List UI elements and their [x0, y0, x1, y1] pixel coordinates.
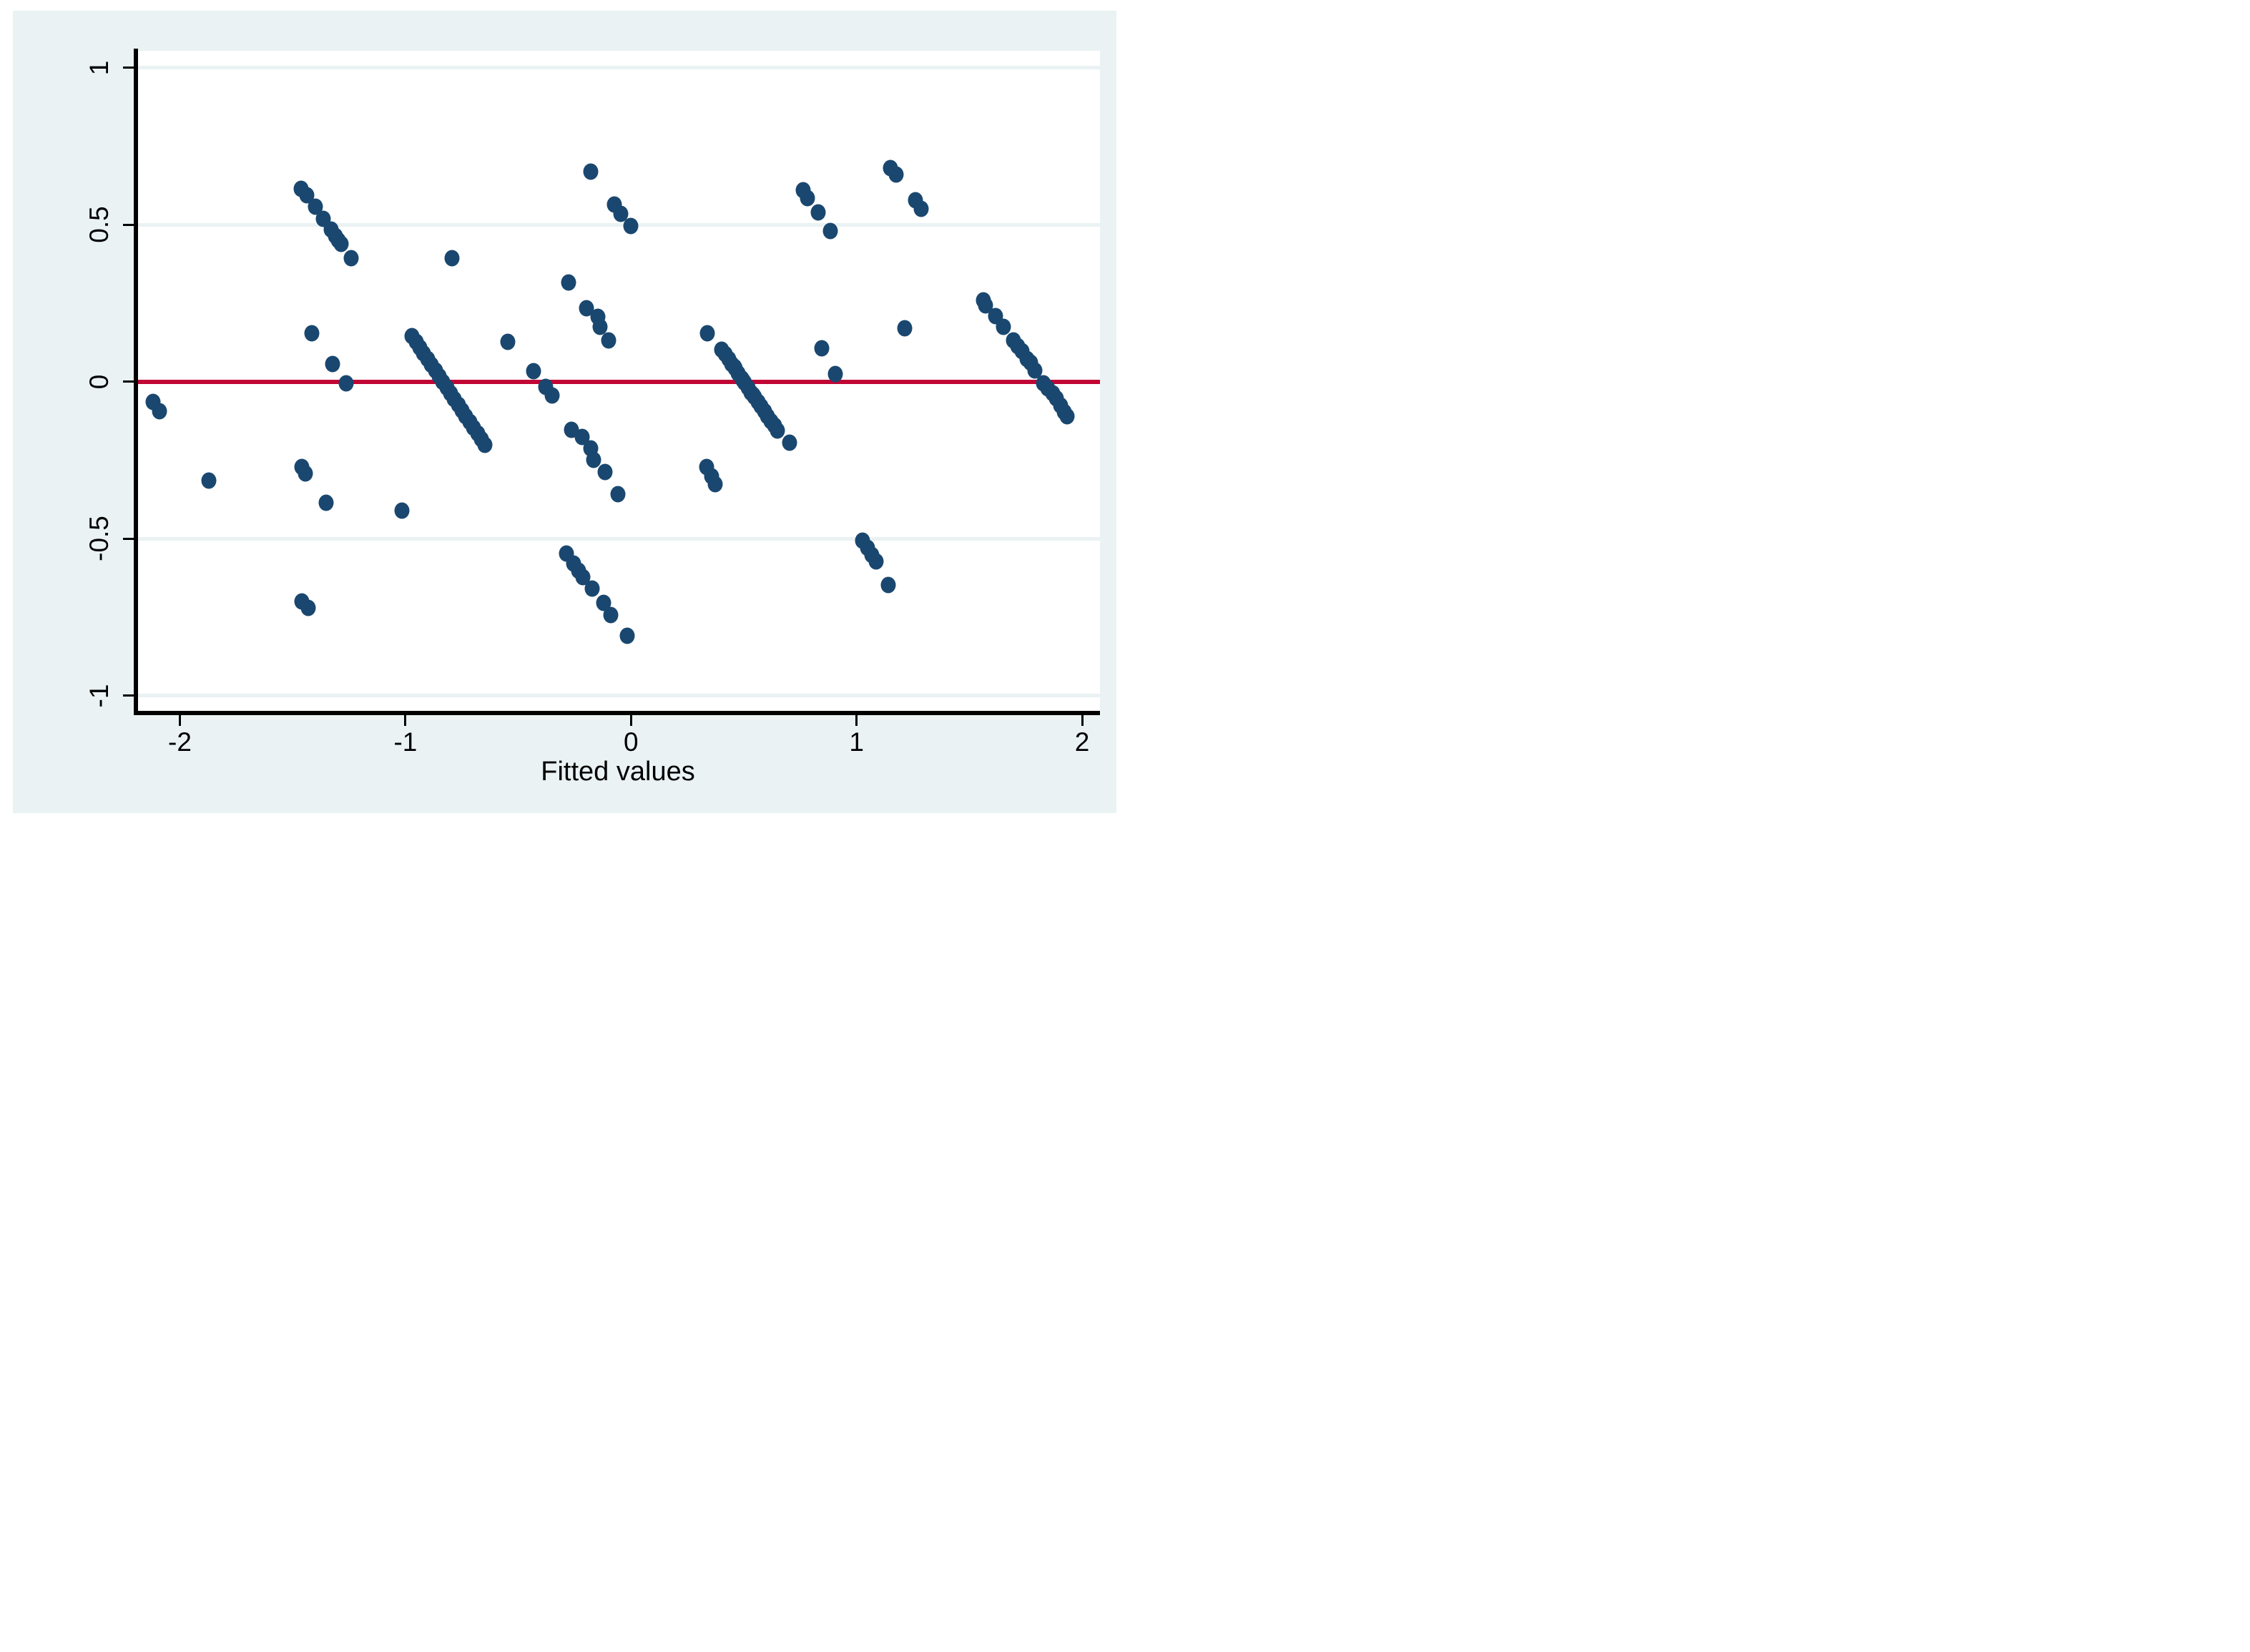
scatter-point [561, 274, 576, 291]
y-tick [123, 537, 134, 540]
scatter-point [586, 451, 601, 468]
scatter-point [544, 387, 560, 404]
scatter-point [782, 434, 797, 451]
scatter-point [888, 166, 904, 183]
y-tick [123, 380, 134, 383]
x-tick-label: -1 [393, 727, 418, 757]
scatter-point [707, 476, 723, 493]
y-gridline [136, 66, 1100, 70]
x-tick [629, 715, 632, 726]
scatter-point [603, 606, 619, 624]
scatter-point [201, 472, 217, 489]
scatter-point [827, 365, 843, 383]
scatter-point [592, 318, 608, 335]
x-axis-title: Fitted values [541, 757, 695, 787]
x-tick-label: -2 [168, 727, 192, 757]
y-tick [123, 223, 134, 226]
scatter-point [996, 318, 1011, 335]
y-axis-line [134, 49, 138, 715]
y-tick [123, 694, 134, 697]
scatter-point [343, 250, 359, 267]
graph-region: -2 -1 0 1 2 1 0.5 0 -0.5 -1 Fitted values [13, 11, 1116, 813]
scatter-point [444, 250, 460, 267]
y-tick [123, 67, 134, 69]
scatter-point [152, 403, 167, 420]
scatter-point [584, 580, 600, 597]
x-tick [855, 715, 858, 726]
x-tick-label: 2 [1074, 727, 1090, 757]
y-tick-label: -1 [84, 684, 114, 708]
y-gridline [136, 222, 1100, 227]
scatter-point [318, 494, 334, 511]
scatter-point [880, 576, 896, 594]
x-tick [404, 715, 407, 726]
x-tick-label: 1 [849, 727, 864, 757]
scatter-point [298, 465, 313, 482]
plot-area [136, 51, 1100, 713]
scatter-point [810, 204, 826, 221]
scatter-point [613, 205, 629, 222]
scatter-point [583, 163, 599, 180]
scatter-point [597, 463, 613, 481]
x-tick-label: 0 [623, 727, 639, 757]
scatter-point [564, 421, 579, 438]
scatter-point [500, 333, 516, 350]
scatter-point [333, 235, 349, 252]
scatter-point [619, 627, 635, 644]
scatter-point [623, 217, 639, 235]
scatter-point [868, 553, 884, 570]
y-tick-label: 0 [84, 374, 114, 390]
scatter-point [477, 436, 493, 453]
scatter-point [394, 502, 410, 519]
scatter-point [526, 363, 541, 380]
y-gridline [136, 536, 1100, 541]
scatter-point [897, 320, 913, 337]
y-tick-label: 1 [84, 60, 114, 75]
scatter-point [575, 569, 591, 586]
scatter-point [601, 332, 616, 349]
scatter-point [800, 190, 815, 207]
x-tick [1081, 715, 1084, 726]
scatter-point [770, 422, 785, 439]
scatter-point [304, 325, 320, 342]
scatter-point [1027, 362, 1043, 379]
scatter-point [300, 599, 316, 616]
scatter-point [814, 340, 830, 357]
y-tick-label: 0.5 [84, 206, 114, 243]
scatter-point [338, 375, 354, 392]
scatter-point [699, 325, 715, 342]
scatter-point [325, 355, 340, 373]
scatter-point [822, 222, 838, 240]
scatter-point [610, 486, 626, 503]
zero-reference-line [136, 379, 1100, 384]
stata-graph-window: -2 -1 0 1 2 1 0.5 0 -0.5 -1 Fitted values [0, 0, 1125, 826]
scatter-point [1059, 408, 1075, 425]
x-axis-line [134, 711, 1100, 715]
y-tick-label: -0.5 [84, 516, 114, 562]
y-gridline [136, 694, 1100, 698]
x-tick [179, 715, 181, 726]
scatter-point [913, 200, 929, 217]
